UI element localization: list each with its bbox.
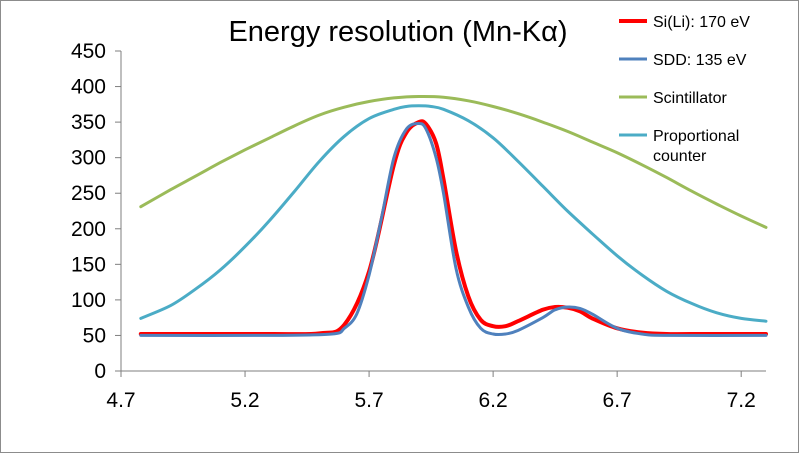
legend-label-line: counter [653, 148, 707, 165]
x-tick-labels: 4.7 5.2 5.7 6.2 6.7 7.2 [106, 389, 755, 412]
y-tick-label: 300 [71, 147, 106, 170]
y-tick-label: 400 [71, 76, 106, 99]
x-tick-label: 5.2 [230, 389, 259, 412]
legend-label-proportional-counter: Proportional counter [653, 128, 739, 165]
y-tick-label: 250 [71, 182, 106, 205]
y-tick-label: 150 [71, 253, 106, 276]
y-tick-label: 450 [71, 40, 106, 63]
y-tick-label: 200 [71, 218, 106, 241]
plot-series [138, 94, 768, 338]
series-line-proportional-counter [139, 104, 768, 323]
series-line-sdd-135-ev [139, 122, 768, 338]
x-tick-label: 6.7 [603, 389, 632, 412]
series-line-scintillator [139, 94, 768, 229]
legend-label-si-li-170-ev: Si(Li): 170 eV [653, 14, 750, 31]
y-tick-labels: 0 50 100 150 200 250 300 350 400 450 [71, 40, 106, 383]
x-tick-label: 7.2 [727, 389, 756, 412]
legend-label-line: Proportional [653, 128, 739, 145]
legend: Si(Li): 170 eV SDD: 135 eV Scintillator Pro… [619, 14, 750, 165]
y-tick-label: 0 [94, 360, 106, 383]
axes [115, 50, 766, 377]
y-tick-label: 100 [71, 289, 106, 312]
legend-label-sdd-135-ev: SDD: 135 eV [653, 52, 747, 69]
x-tick-label: 5.7 [354, 389, 383, 412]
x-tick-label: 4.7 [106, 389, 135, 412]
legend-label-scintillator: Scintillator [653, 90, 727, 107]
y-tick-label: 50 [83, 324, 106, 347]
chart-title: Energy resolution (Mn-Kα) [228, 16, 567, 48]
x-tick-label: 6.2 [479, 389, 508, 412]
y-tick-label: 350 [71, 111, 106, 134]
